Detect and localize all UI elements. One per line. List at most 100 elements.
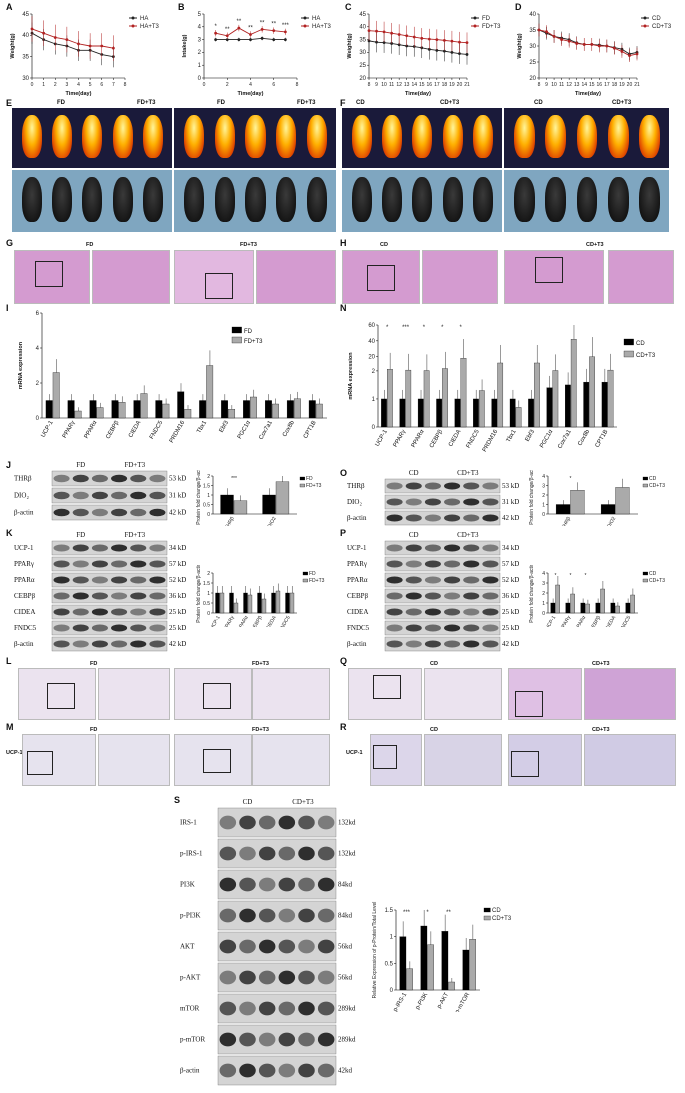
data-point [382, 41, 386, 45]
y-tick-label: 1 [542, 503, 545, 509]
y-tick-label: 0.5 [203, 503, 210, 509]
bar-cd [381, 398, 387, 428]
band [386, 640, 403, 648]
x-tick-label: 9 [375, 82, 378, 88]
kd-label: 34 kD [169, 544, 186, 552]
band [405, 544, 422, 552]
legend-label: FD [306, 476, 313, 482]
group-label: CD+T3 [457, 469, 479, 477]
mouse-body [306, 177, 328, 223]
y-tick-label: 2 [542, 591, 545, 597]
mouse-body [214, 177, 235, 223]
bar-fd-t3 [184, 409, 192, 419]
x-tick-label: 0 [203, 82, 206, 88]
m-label-fdt3: FD+T3 [252, 727, 269, 733]
protein-label: mTOR [180, 1005, 200, 1013]
panel-label-l: L [6, 656, 12, 666]
bar-cd [580, 602, 586, 614]
x-tick-label: 11 [389, 82, 394, 88]
thermal-mouse [214, 115, 235, 159]
bar-cd [454, 398, 461, 428]
x-tick-label: 7 [112, 82, 115, 88]
data-point [552, 35, 556, 38]
blot-strip [217, 807, 337, 838]
data-point [367, 29, 371, 33]
ihc-m2 [174, 734, 252, 786]
band [72, 592, 89, 600]
band [72, 576, 89, 584]
category-label: p-AKT [437, 992, 451, 1010]
histology-g2 [174, 250, 254, 304]
band [424, 514, 441, 522]
data-point [465, 53, 469, 56]
y-axis-label: Protein fold change/β-actin [529, 565, 535, 623]
data-point [567, 39, 571, 43]
y-tick-label: 2 [542, 493, 545, 499]
band [482, 640, 499, 648]
band [278, 877, 296, 892]
band [149, 508, 166, 517]
band [317, 1032, 335, 1047]
data-point [225, 34, 229, 38]
panel-label-k: K [6, 528, 13, 538]
data-point [442, 49, 446, 53]
category-label: CIEDA [448, 429, 462, 448]
protein-label: CEBPβ [347, 592, 369, 600]
group-label-cdt3: CD+T3 [440, 100, 460, 106]
x-tick-label: 2 [226, 82, 229, 88]
category-label: CEBPβ [250, 615, 264, 627]
bar-fd [220, 494, 234, 515]
protein-label: p-AKT [180, 974, 201, 982]
band [258, 1063, 276, 1078]
bar-fd [89, 400, 97, 419]
legend-label: FD [244, 329, 253, 335]
data-point [620, 50, 624, 53]
x-axis-label: Time(day) [405, 91, 431, 96]
significance-mark: *** [402, 325, 410, 331]
legend-swatch [302, 578, 308, 583]
x-tick-label: 18 [442, 82, 448, 88]
x-tick-label: 21 [464, 82, 470, 88]
x-axis-label: Time(day) [575, 91, 601, 96]
y-axis-label: Weight(g) [517, 33, 523, 58]
kd-label: 132kd [338, 819, 356, 827]
legend-marker [303, 24, 307, 28]
category-label: PGC1α [539, 429, 554, 450]
kd-label: 57 kD [169, 560, 186, 568]
mouse-body [513, 177, 535, 223]
band [463, 608, 480, 616]
data-point [458, 52, 461, 56]
mouse-body [112, 177, 133, 223]
category-label: UCP-1 [545, 615, 558, 627]
band [258, 877, 276, 892]
data-point [77, 42, 80, 46]
histology-q2 [508, 668, 582, 720]
kd-label: 34 kD [502, 544, 519, 552]
y-tick-label: 35 [359, 37, 366, 43]
bar-fd-t3 [272, 403, 279, 419]
band [219, 1063, 237, 1078]
band [111, 608, 128, 616]
x-axis-label: Time(day) [66, 91, 92, 96]
significance-mark: *** [231, 476, 237, 482]
kd-label: 31 kD [502, 498, 519, 506]
band [463, 640, 480, 648]
bar-fd-t3 [261, 598, 267, 614]
thermal-mouse [143, 115, 164, 159]
band [482, 482, 499, 490]
bar-fd [257, 592, 262, 614]
panel-label-r: R [340, 722, 347, 732]
band [278, 908, 296, 923]
significance-mark: * [386, 325, 389, 331]
band [91, 624, 108, 632]
band [258, 815, 276, 830]
band [444, 608, 461, 616]
band [444, 498, 461, 506]
protein-label: PPARγ [14, 560, 34, 568]
kd-label: 57 kD [502, 560, 519, 568]
thermal-mouse [513, 115, 535, 159]
legend-marker [303, 16, 307, 20]
band [298, 846, 315, 861]
protein-label: CIDEA [347, 608, 368, 616]
